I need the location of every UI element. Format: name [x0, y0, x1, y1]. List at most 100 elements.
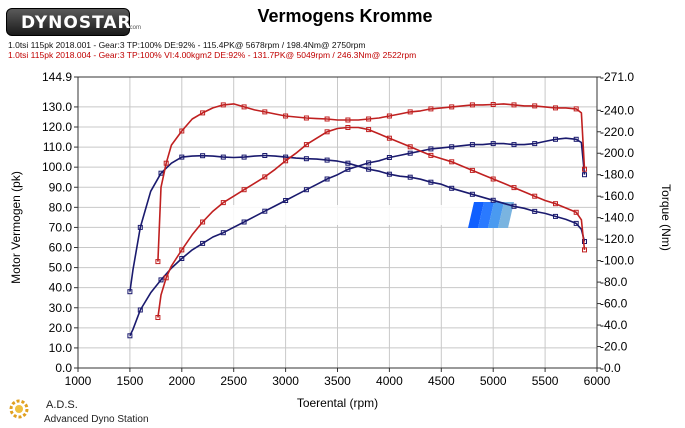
series-point-marker: [407, 109, 413, 115]
series-point-marker: [345, 117, 351, 123]
white-smear-band: [200, 205, 500, 225]
run-info-2: 1.0tsi 115pk 2018.004 - Gear:3 TP:100% V…: [8, 50, 417, 60]
blue-stripe-block: [468, 202, 484, 228]
y-left-tick-label: 80.0: [49, 200, 73, 214]
series-point-marker: [449, 185, 455, 191]
y-right-tick-label: -271.0: [600, 70, 634, 84]
series-point-marker: [428, 146, 434, 152]
series-point-marker: [241, 104, 247, 110]
series-point-marker: [511, 203, 517, 209]
series-point-marker: [386, 155, 392, 160]
x-tick-label: 2000: [168, 374, 195, 388]
series-point-marker: [137, 307, 143, 313]
series-point-marker: [262, 153, 268, 158]
series-point-marker: [241, 219, 247, 225]
y-left-tick-label: 110.0: [43, 140, 72, 154]
series-point-marker: [127, 289, 133, 295]
y-left-tick-label: 90.0: [49, 180, 73, 194]
x-tick-label: 6000: [584, 374, 611, 388]
series-point-marker: [262, 109, 268, 115]
series-point-marker: [345, 160, 351, 166]
series-point-marker: [155, 259, 161, 265]
series-point-marker: [200, 110, 206, 116]
x-tick-label: 5500: [532, 374, 559, 388]
series-point-marker: [469, 142, 475, 148]
ads-subtitle: Advanced Dyno Station: [44, 414, 149, 425]
series-point-marker: [582, 166, 587, 172]
series-point-marker: [511, 102, 517, 108]
series-point-marker: [324, 157, 330, 163]
logo-text: DYNOSTAR: [21, 13, 132, 33]
series-point-marker: [573, 220, 579, 226]
y-right-tick-label: -120.0: [600, 232, 634, 246]
series-point-marker: [366, 127, 372, 133]
series-layer: [127, 102, 587, 339]
series-point-marker: [553, 213, 558, 219]
series-point-marker: [155, 315, 161, 320]
series-point-marker: [283, 158, 289, 164]
series-line-right: [129, 137, 586, 337]
series-point-marker: [303, 187, 309, 193]
series-point-marker: [283, 198, 289, 203]
x-tick-label: 4000: [376, 374, 403, 388]
series-point-marker: [573, 209, 579, 215]
series-point-marker: [241, 187, 247, 193]
series-point-marker: [407, 174, 413, 180]
series-point-marker: [137, 224, 143, 230]
x-tick-label: 5000: [480, 374, 507, 388]
series-point-marker: [366, 166, 372, 172]
y-left-tick-label: 20.0: [49, 321, 73, 335]
series-point-marker: [573, 106, 579, 112]
y-left-tick-label: 50.0: [49, 261, 73, 275]
y-right-tick-label: -180.0: [600, 168, 634, 182]
series-point-marker: [532, 193, 538, 199]
blue-stripe-block: [488, 202, 504, 228]
x-tick-label: 1500: [117, 374, 144, 388]
series-point-marker: [532, 141, 538, 147]
x-axis-label: Toerental (rpm): [297, 396, 378, 410]
y-right-tick-label: -140.0: [600, 211, 634, 225]
series-point-marker: [386, 135, 392, 141]
series-point-marker: [303, 142, 309, 148]
y-left-tick-label: 60.0: [49, 241, 73, 255]
series-point-marker: [241, 154, 247, 160]
y-right-tick-label: -240.0: [600, 103, 634, 117]
series-point-marker: [469, 167, 475, 173]
series-point-marker: [511, 185, 517, 191]
series-point-marker: [532, 103, 538, 109]
series-point-marker: [220, 230, 226, 236]
series-point-marker: [220, 200, 226, 206]
series-point-marker: [582, 247, 587, 253]
series-point-marker: [428, 106, 434, 112]
ads-title: A.D.S.: [46, 399, 78, 411]
series-point-marker: [163, 275, 169, 281]
series-point-marker: [428, 152, 434, 158]
y-left-tick-label: 130.0: [42, 100, 72, 114]
series-point-marker: [283, 113, 289, 119]
y-right-tick-label: -100.0: [600, 254, 634, 268]
y-left-tick-label: 30.0: [49, 301, 73, 315]
series-point-marker: [449, 144, 455, 150]
y-left-tick-label: 144.9: [42, 70, 72, 84]
series-point-marker: [179, 256, 185, 261]
series-point-marker: [200, 219, 206, 225]
series-point-marker: [303, 115, 309, 121]
series-point-marker: [345, 125, 351, 130]
ads-gear-icon: [9, 399, 29, 419]
series-point-marker: [553, 201, 558, 207]
series-point-marker: [262, 174, 268, 180]
series-point-marker: [324, 176, 330, 182]
chart-title: Vermogens Kromme: [257, 6, 433, 26]
x-tick-label: 4500: [428, 374, 455, 388]
series-point-marker: [407, 144, 413, 150]
series-point-marker: [179, 247, 185, 253]
x-tick-label: 2500: [220, 374, 247, 388]
series-point-marker: [573, 136, 579, 142]
series-point-marker: [490, 197, 496, 203]
series-point-marker: [553, 136, 558, 142]
y-right-tick-label: -20.0: [600, 340, 628, 354]
y-right-tick-label: -40.0: [600, 318, 628, 332]
y-left-tick-label: 40.0: [49, 281, 73, 295]
series-point-marker: [407, 150, 413, 156]
